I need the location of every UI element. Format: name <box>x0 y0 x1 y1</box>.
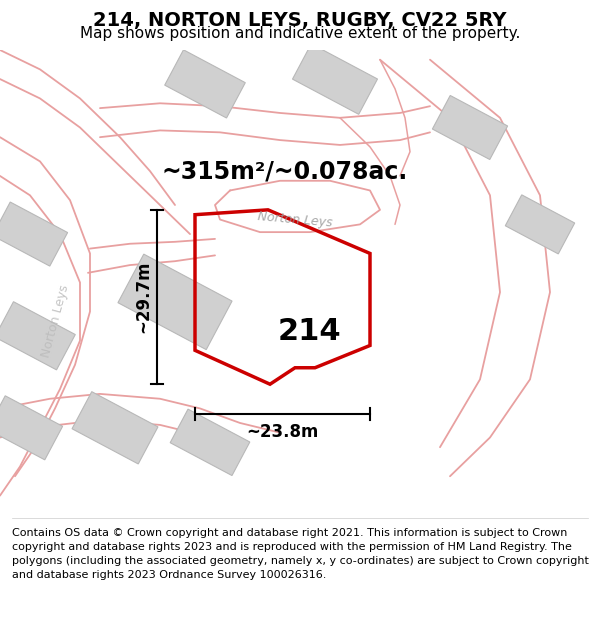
Polygon shape <box>72 392 158 464</box>
Text: Contains OS data © Crown copyright and database right 2021. This information is : Contains OS data © Crown copyright and d… <box>12 528 589 580</box>
Text: ~29.7m: ~29.7m <box>134 261 152 333</box>
Polygon shape <box>505 195 575 254</box>
Polygon shape <box>433 96 508 159</box>
Text: Norton Leys: Norton Leys <box>39 283 71 359</box>
Polygon shape <box>118 254 232 349</box>
Text: Map shows position and indicative extent of the property.: Map shows position and indicative extent… <box>80 26 520 41</box>
Polygon shape <box>0 202 68 266</box>
Text: ~23.8m: ~23.8m <box>247 422 319 441</box>
Polygon shape <box>165 50 245 118</box>
Polygon shape <box>0 302 75 370</box>
Polygon shape <box>170 409 250 476</box>
Text: 214, NORTON LEYS, RUGBY, CV22 5RY: 214, NORTON LEYS, RUGBY, CV22 5RY <box>93 11 507 30</box>
Polygon shape <box>0 396 62 460</box>
Text: 214: 214 <box>278 317 341 346</box>
Text: Norton Leys: Norton Leys <box>257 210 333 229</box>
Text: ~315m²/~0.078ac.: ~315m²/~0.078ac. <box>162 159 408 183</box>
Polygon shape <box>293 44 377 114</box>
